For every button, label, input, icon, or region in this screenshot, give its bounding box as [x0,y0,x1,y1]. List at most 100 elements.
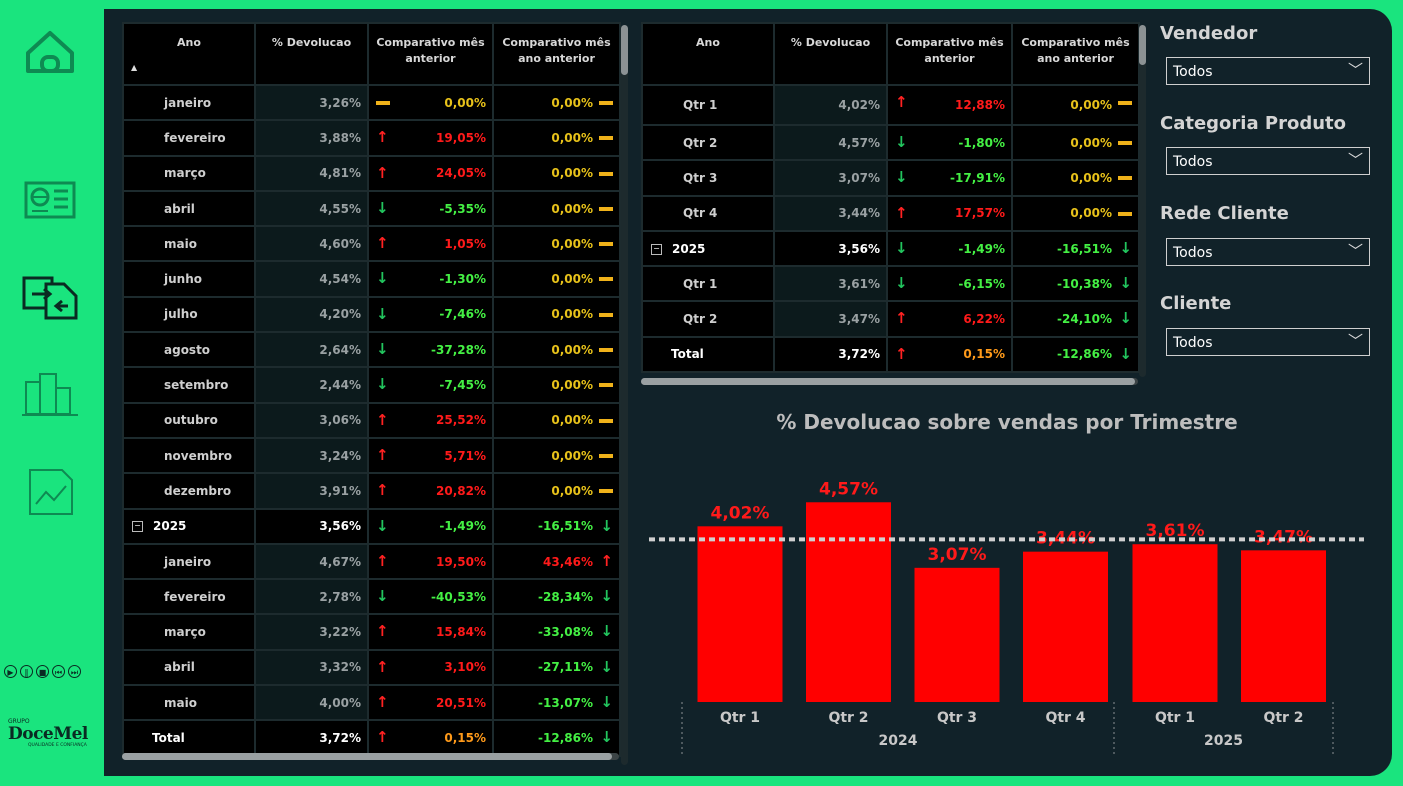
row-label-text: janeiro [164,554,212,569]
table-row[interactable]: fevereiro 2,78% ↓ -40,53% -28,34% ↓ [122,578,621,616]
next-icon[interactable]: ⏭ [68,665,81,678]
table-row[interactable]: outubro 3,06% ↑ 25,52% 0,00% [122,401,621,439]
col-header-mom[interactable]: Comparativo mês anterior [367,22,494,86]
table-row[interactable]: junho 4,54% ↓ -1,30% 0,00% [122,260,621,298]
home-icon[interactable] [20,27,80,79]
table-row[interactable]: Qtr 2 4,57% ↓ -1,80% 0,00% [641,123,1140,162]
mom-value: -7,45% [439,378,486,393]
yoy-value: -16,51% [1057,241,1112,256]
monthly-table-vscroll-track[interactable] [621,25,628,765]
flat-dash-icon [1118,101,1132,105]
col-header-yoy[interactable]: Comparativo mês ano anterior [1011,22,1140,86]
slicer-categoria-value: Todos [1173,154,1213,170]
table-row[interactable]: março 4,81% ↑ 24,05% 0,00% [122,154,621,192]
cell-devolucao: 4,00% [254,684,369,722]
quarterly-table-vscroll-track[interactable] [1139,25,1146,377]
cell-yoy: -28,34% ↓ [492,578,621,616]
row-label: novembro [122,436,256,475]
table-row[interactable]: julho 4,20% ↓ -7,46% 0,00% [122,295,621,334]
yoy-value: 0,00% [551,483,593,498]
col-header-devolucao[interactable]: % Devolucao [254,22,369,86]
sort-asc-icon[interactable]: ▲ [131,63,138,72]
mom-value: 20,51% [436,695,486,710]
row-label[interactable]: −2025 [641,229,775,268]
col-header-ano[interactable]: Ano [641,22,775,86]
table-row[interactable]: novembro 3,24% ↑ 5,71% 0,00% [122,436,621,475]
cell-devolucao: 2,64% [254,331,369,369]
col-header-ano[interactable]: Ano ▲ [122,22,256,86]
table-row[interactable]: −2025 3,56% ↓ -1,49% -16,51% ↓ [122,507,621,545]
transfer-icon[interactable] [20,272,80,324]
table-row[interactable]: março 3,22% ↑ 15,84% -33,08% ↓ [122,613,621,651]
stop-icon[interactable]: ■ [36,665,49,678]
cell-mom: ↑ 3,10% [367,648,494,687]
previous-icon[interactable]: ⏮ [52,665,65,678]
table-row[interactable]: agosto 2,64% ↓ -37,28% 0,00% [122,331,621,369]
mom-value: -37,28% [431,342,486,357]
col-header-mom[interactable]: Comparativo mês anterior [886,22,1013,86]
arrow-up-icon: ↑ [376,128,389,147]
bar[interactable] [1241,550,1326,702]
table-row[interactable]: janeiro 4,67% ↑ 19,50% 43,46% ↑ [122,542,621,581]
chevron-down-icon: ﹀ [1347,151,1363,169]
monthly-table-vscroll-thumb[interactable] [621,25,628,75]
cell-devolucao: 3,72% [773,335,888,374]
yoy-value: 0,00% [1070,170,1112,185]
mom-value: 17,57% [955,206,1005,221]
quarterly-table-hscroll[interactable] [641,378,1138,385]
table-row[interactable]: fevereiro 3,88% ↑ 19,05% 0,00% [122,119,621,157]
bar[interactable] [914,567,1000,702]
table-row[interactable]: Qtr 3 3,07% ↓ -17,91% 0,00% [641,159,1140,197]
cell-devolucao: 3,88% [254,119,369,157]
cell-yoy: 0,00% [492,366,621,404]
pause-icon[interactable]: ‖ [20,665,33,678]
table-row[interactable]: Total 3,72% ↑ 0,15% -12,86% ↓ [122,719,621,757]
table-row[interactable]: abril 4,55% ↓ -5,35% 0,00% [122,189,621,228]
bar[interactable] [806,502,891,702]
quarterly-table-vscroll-thumb[interactable] [1139,25,1146,65]
slicer-cliente-dropdown[interactable]: Todos ﹀ [1166,328,1370,356]
table-row[interactable]: Qtr 4 3,44% ↑ 17,57% 0,00% [641,194,1140,232]
table-row[interactable]: dezembro 3,91% ↑ 20,82% 0,00% [122,472,621,510]
arrow-down-icon: ↓ [600,587,613,606]
yoy-value: 0,00% [551,378,593,393]
col-header-devolucao[interactable]: % Devolucao [773,22,888,86]
bar[interactable] [1132,544,1218,702]
row-label[interactable]: −2025 [122,507,256,545]
arrow-up-icon: ↑ [895,344,908,363]
bar[interactable] [697,526,783,702]
table-row[interactable]: abril 3,32% ↑ 3,10% -27,11% ↓ [122,648,621,687]
table-row[interactable]: janeiro 3,26% 0,00% 0,00% [122,83,621,122]
slicer-vendedor-dropdown[interactable]: Todos ﹀ [1166,57,1370,85]
yoy-value: -12,86% [1057,347,1112,362]
cell-devolucao: 3,61% [773,265,888,303]
collapse-icon[interactable]: − [651,243,662,255]
table-row[interactable]: setembro 2,44% ↓ -7,45% 0,00% [122,366,621,404]
table-row[interactable]: maio 4,60% ↑ 1,05% 0,00% [122,225,621,263]
table-row[interactable]: Qtr 1 4,02% ↑ 12,88% 0,00% [641,84,1140,126]
cell-devolucao: 3,72% [254,719,369,757]
monthly-table-hscroll[interactable] [122,753,619,760]
table-row[interactable]: Qtr 2 3,47% ↑ 6,22% -24,10% ↓ [641,300,1140,338]
bar[interactable] [1023,551,1108,702]
cell-devolucao: 4,57% [773,123,888,162]
slicer-categoria-dropdown[interactable]: Todos ﹀ [1166,147,1370,175]
arrow-down-icon: ↓ [600,516,613,535]
table-row[interactable]: Total 3,72% ↑ 0,15% -12,86% ↓ [641,335,1140,374]
play-icon[interactable]: ▶ [4,665,17,678]
row-label-text: fevereiro [164,130,226,145]
slicer-rede-dropdown[interactable]: Todos ﹀ [1166,238,1370,266]
col-header-yoy[interactable]: Comparativo mês ano anterior [492,22,621,86]
table-row[interactable]: −2025 3,56% ↓ -1,49% -16,51% ↓ [641,229,1140,268]
podium-icon[interactable] [20,370,80,422]
arrow-down-icon: ↓ [895,133,908,151]
trend-icon[interactable] [20,466,80,518]
cell-yoy: -13,07% ↓ [492,684,621,722]
collapse-icon[interactable]: − [132,521,143,533]
table-row[interactable]: maio 4,00% ↑ 20,51% -13,07% ↓ [122,684,621,722]
cell-yoy: -24,10% ↓ [1011,300,1140,338]
table-row[interactable]: Qtr 1 3,61% ↓ -6,15% -10,38% ↓ [641,265,1140,303]
cell-mom: ↑ 17,57% [886,194,1013,232]
mom-value: -40,53% [431,589,486,604]
report-icon[interactable] [20,175,80,227]
